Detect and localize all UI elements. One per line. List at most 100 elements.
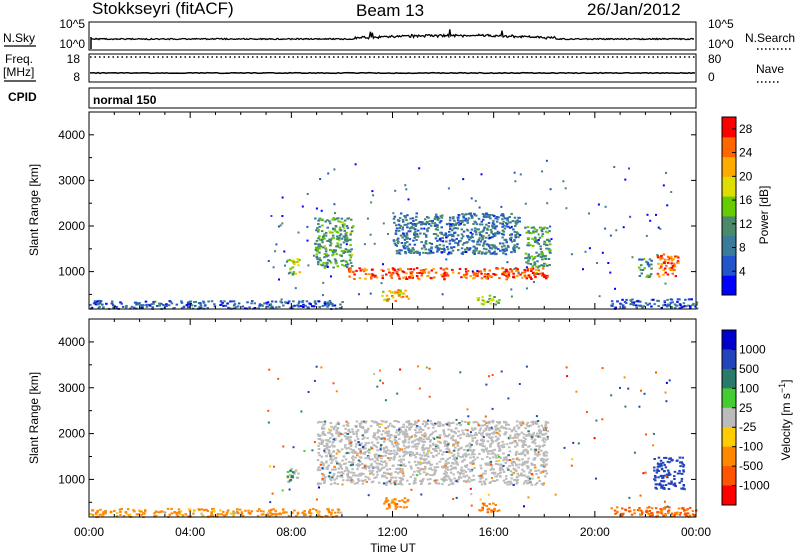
- data-cell: [398, 252, 402, 255]
- data-cell: [423, 468, 427, 471]
- scatter-cell: [546, 435, 549, 438]
- data-cell: [339, 475, 342, 478]
- data-cell: [247, 509, 250, 512]
- data-cell: [355, 269, 358, 272]
- data-cell: [666, 255, 670, 258]
- scatter-cell: [665, 475, 668, 478]
- data-cell: [308, 511, 311, 514]
- data-cell: [443, 249, 446, 252]
- data-cell: [679, 304, 682, 307]
- scatter-cell: [613, 166, 616, 168]
- data-cell: [406, 479, 409, 482]
- data-cell: [628, 510, 632, 513]
- scatter-cell: [514, 180, 517, 183]
- data-cell: [393, 481, 396, 484]
- data-cell: [363, 452, 366, 455]
- velocity-colorbar-label: Velocity [m s−1]: [777, 380, 793, 461]
- data-cell: [643, 267, 646, 270]
- scatter-cell: [273, 465, 275, 468]
- data-cell: [530, 483, 534, 486]
- data-cell: [365, 269, 368, 272]
- data-cell: [496, 267, 500, 270]
- data-cell: [499, 472, 502, 474]
- data-cell: [472, 449, 475, 452]
- data-cell: [450, 252, 453, 255]
- data-cell: [450, 430, 453, 433]
- data-cell: [484, 273, 487, 276]
- data-cell: [677, 507, 681, 510]
- freq-right-tick-top: 80: [708, 52, 722, 66]
- data-cell: [426, 478, 430, 481]
- data-cell: [459, 471, 462, 474]
- data-cell: [230, 300, 234, 303]
- data-cell: [616, 300, 619, 303]
- data-cell: [412, 220, 415, 222]
- data-cell: [373, 276, 377, 279]
- data-cell: [506, 270, 510, 273]
- data-cell: [322, 478, 325, 481]
- data-cell: [334, 249, 337, 252]
- data-cell: [336, 508, 340, 511]
- data-cell: [509, 470, 513, 473]
- data-cell: [139, 306, 143, 309]
- data-cell: [361, 462, 364, 465]
- data-cell: [501, 267, 505, 270]
- data-cell: [632, 303, 635, 306]
- data-cell: [521, 420, 524, 423]
- data-cell: [441, 483, 444, 486]
- data-cell: [324, 231, 328, 234]
- data-cell: [456, 449, 460, 452]
- data-cell: [443, 440, 446, 443]
- data-cell: [465, 435, 469, 438]
- data-cell: [669, 482, 672, 485]
- data-cell: [390, 272, 393, 275]
- data-cell: [332, 266, 335, 269]
- data-cell: [475, 421, 478, 424]
- data-cell: [262, 513, 265, 516]
- data-cell: [429, 250, 433, 253]
- data-cell: [510, 430, 514, 433]
- data-cell: [449, 479, 452, 482]
- data-cell: [465, 247, 469, 250]
- data-cell: [396, 237, 400, 240]
- data-cell: [403, 434, 407, 437]
- data-cell: [363, 431, 367, 434]
- scatter-cell: [601, 251, 604, 254]
- data-cell: [479, 477, 482, 480]
- data-cell: [358, 422, 362, 425]
- data-cell: [404, 235, 408, 238]
- scatter-cell: [577, 442, 580, 445]
- data-cell: [394, 299, 397, 302]
- data-cell: [527, 253, 530, 256]
- data-cell: [441, 453, 444, 456]
- data-cell: [408, 238, 412, 241]
- data-cell: [336, 483, 340, 485]
- data-cell: [144, 510, 147, 513]
- data-cell: [531, 272, 535, 274]
- data-cell: [432, 426, 435, 429]
- data-cell: [348, 249, 351, 252]
- data-cell: [437, 440, 440, 443]
- data-cell: [392, 464, 395, 467]
- data-cell: [498, 422, 501, 425]
- data-cell: [389, 450, 393, 452]
- data-cell: [473, 420, 476, 423]
- data-cell: [664, 271, 667, 274]
- data-cell: [303, 512, 306, 515]
- scatter-cell: [597, 203, 600, 206]
- data-cell: [342, 259, 345, 262]
- data-cell: [523, 268, 526, 271]
- data-cell: [487, 420, 490, 423]
- data-cell: [676, 300, 679, 303]
- data-cell: [406, 500, 409, 503]
- scatter-cell: [543, 482, 545, 485]
- data-cell: [415, 426, 418, 429]
- data-cell: [487, 452, 490, 455]
- data-cell: [339, 466, 342, 468]
- data-cell: [648, 510, 651, 512]
- data-cell: [514, 221, 518, 224]
- colorbar-swatch: [722, 275, 736, 296]
- data-cell: [484, 483, 487, 486]
- data-cell: [414, 479, 417, 482]
- data-cell: [425, 422, 428, 425]
